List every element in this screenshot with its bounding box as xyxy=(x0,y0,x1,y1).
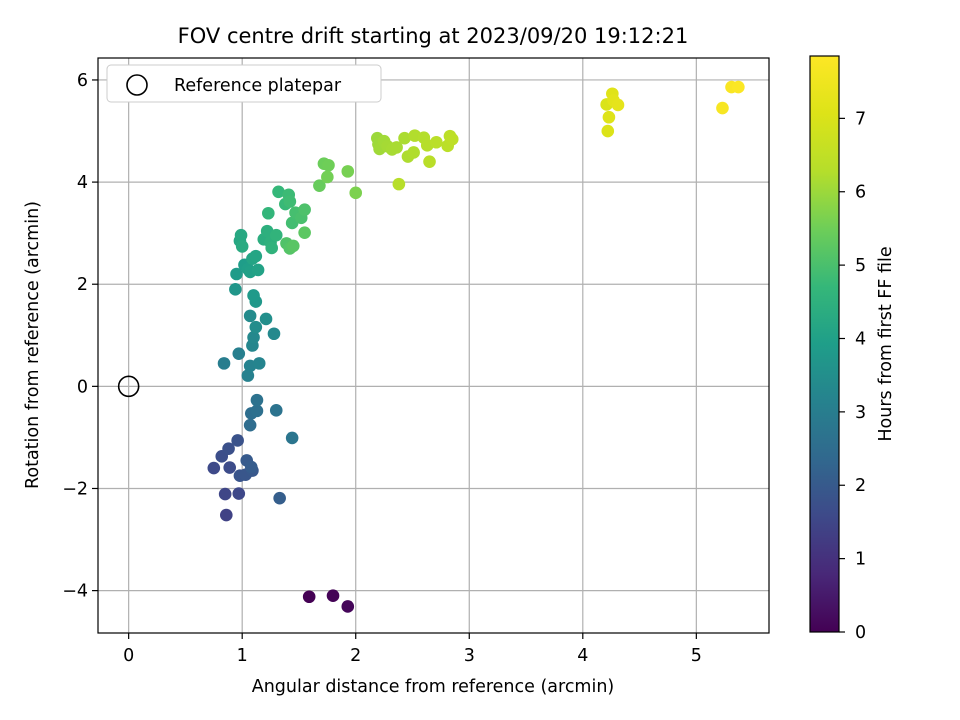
data-point xyxy=(298,203,311,216)
x-tick-label: 2 xyxy=(350,646,361,666)
data-point xyxy=(241,369,255,382)
colorbar-tick-label: 4 xyxy=(855,329,866,349)
colorbar-tick-label: 3 xyxy=(855,403,866,423)
data-point xyxy=(230,267,243,281)
data-point xyxy=(231,434,244,447)
x-axis-ticks: 0 1 2 3 4 5 xyxy=(123,633,702,666)
data-point xyxy=(321,170,334,184)
data-point xyxy=(611,98,625,112)
data-point xyxy=(283,195,297,208)
x-tick-label: 0 xyxy=(123,646,134,666)
data-point xyxy=(267,327,281,341)
data-point xyxy=(445,132,459,146)
data-point xyxy=(265,241,279,255)
data-point xyxy=(716,101,729,115)
data-point xyxy=(251,263,265,277)
legend-entry: Reference platepar xyxy=(174,76,342,96)
data-point xyxy=(349,186,363,200)
data-point xyxy=(272,185,285,199)
data-points xyxy=(207,80,745,613)
data-point xyxy=(398,131,411,145)
data-point xyxy=(602,110,616,124)
y-tick-label: 4 xyxy=(77,173,88,193)
x-tick-label: 5 xyxy=(691,646,702,666)
data-point xyxy=(601,124,615,138)
colorbar-frame xyxy=(809,55,840,633)
data-point xyxy=(732,80,745,94)
colorbar-ticks: 0 1 2 3 4 5 6 7 xyxy=(839,109,866,643)
y-tick-label: −4 xyxy=(62,582,88,602)
data-point xyxy=(326,589,340,603)
data-point xyxy=(341,165,355,178)
data-point xyxy=(423,155,436,168)
data-point xyxy=(243,418,257,432)
y-tick-label: −2 xyxy=(62,479,88,499)
y-tick-label: 2 xyxy=(77,275,88,295)
legend-box xyxy=(106,64,382,103)
data-point xyxy=(250,393,264,407)
plot-frame xyxy=(97,57,770,634)
data-point xyxy=(249,320,263,334)
reference-point xyxy=(117,375,140,398)
data-point xyxy=(313,179,326,192)
data-point xyxy=(219,508,233,522)
colorbar-gradient xyxy=(810,56,839,632)
data-point xyxy=(269,404,283,417)
y-tick-label: 6 xyxy=(77,71,88,91)
data-point xyxy=(217,357,231,370)
colorbar-tick-label: 7 xyxy=(855,109,866,129)
data-point xyxy=(273,491,286,505)
data-point xyxy=(285,431,299,445)
x-tick-label: 3 xyxy=(464,646,475,666)
data-point xyxy=(259,312,273,326)
y-tick-label: 0 xyxy=(77,377,88,397)
data-point xyxy=(249,249,263,263)
data-point xyxy=(298,226,311,239)
data-point xyxy=(390,141,403,154)
data-point xyxy=(243,309,257,323)
data-point xyxy=(232,487,246,500)
x-tick-label: 4 xyxy=(577,646,588,666)
data-point xyxy=(262,206,275,220)
data-point xyxy=(407,146,420,159)
data-point xyxy=(244,460,258,474)
data-point xyxy=(392,177,406,191)
colorbar-tick-label: 0 xyxy=(855,623,866,643)
colorbar-tick-label: 6 xyxy=(855,183,866,203)
colorbar-tick-label: 2 xyxy=(855,476,866,496)
data-point xyxy=(247,289,260,302)
data-point xyxy=(250,404,264,418)
data-point xyxy=(218,487,232,501)
chart-title: FOV centre drift starting at 2023/09/20 … xyxy=(178,24,689,48)
data-point xyxy=(252,357,266,370)
data-point xyxy=(341,600,355,613)
data-point xyxy=(229,283,242,296)
data-point xyxy=(223,461,237,474)
legend-marker xyxy=(126,74,148,96)
colorbar-tick-label: 1 xyxy=(855,550,866,570)
colorbar-tick-label: 5 xyxy=(855,256,866,276)
data-point xyxy=(222,442,235,455)
x-axis-label: Angular distance from reference (arcmin) xyxy=(252,677,615,697)
legend: Reference platepar xyxy=(106,64,382,103)
data-point xyxy=(430,135,443,149)
data-point xyxy=(269,228,283,242)
data-point xyxy=(322,158,335,172)
colorbar: 0 1 2 3 4 5 6 7 Hours from first FF file xyxy=(809,55,896,643)
data-point xyxy=(235,240,249,253)
y-axis-ticks: −4 −2 0 2 4 6 xyxy=(62,71,98,602)
data-point xyxy=(247,331,260,344)
data-point xyxy=(286,239,300,253)
x-tick-label: 1 xyxy=(237,646,248,666)
data-point xyxy=(302,590,316,604)
colorbar-label: Hours from first FF file xyxy=(876,246,896,441)
data-point xyxy=(232,347,246,360)
y-axis-label: Rotation from reference (arcmin) xyxy=(23,201,43,489)
data-point xyxy=(207,461,221,475)
data-point xyxy=(234,228,248,242)
